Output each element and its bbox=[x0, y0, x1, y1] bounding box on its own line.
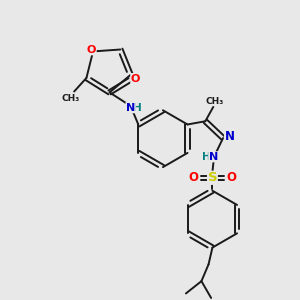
Text: O: O bbox=[87, 45, 96, 55]
Text: O: O bbox=[131, 74, 140, 83]
Text: CH₃: CH₃ bbox=[62, 94, 80, 103]
Text: O: O bbox=[188, 171, 198, 184]
Text: CH₃: CH₃ bbox=[205, 97, 224, 106]
Text: N: N bbox=[126, 103, 135, 112]
Text: N: N bbox=[209, 152, 218, 162]
Text: H: H bbox=[202, 152, 210, 162]
Text: S: S bbox=[208, 171, 217, 184]
Text: N: N bbox=[224, 130, 235, 142]
Text: H: H bbox=[134, 103, 142, 112]
Text: O: O bbox=[227, 171, 237, 184]
